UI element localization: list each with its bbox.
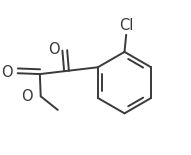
Text: O: O (48, 42, 59, 57)
Text: O: O (1, 65, 13, 80)
Text: Cl: Cl (119, 18, 133, 33)
Text: O: O (21, 89, 33, 104)
